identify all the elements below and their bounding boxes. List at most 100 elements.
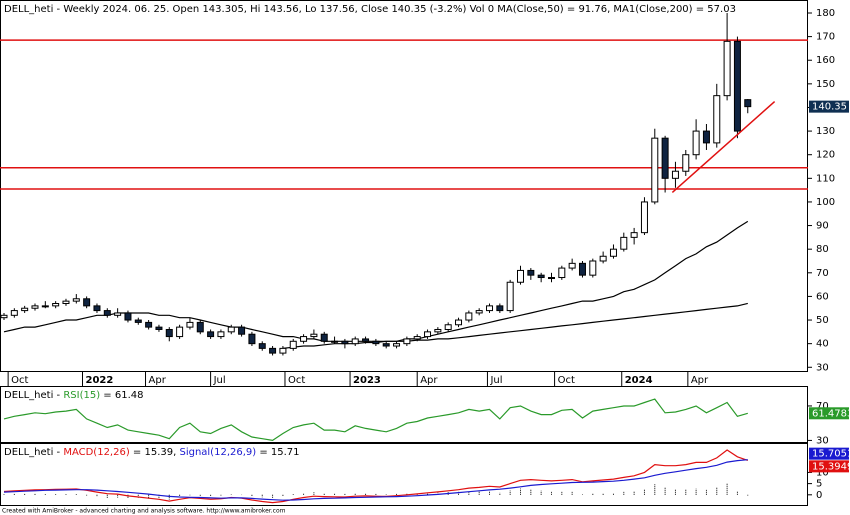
y-tick-label: 10 xyxy=(816,467,829,478)
candle-body xyxy=(372,340,380,345)
y-tick-label: 100 xyxy=(816,197,835,208)
candle-body xyxy=(351,338,359,345)
x-tick-label: Oct xyxy=(288,375,305,386)
candle-body xyxy=(186,321,194,328)
y-tick-label: 160 xyxy=(816,55,835,66)
series-line xyxy=(3,398,748,442)
x-tick-label: Apr xyxy=(420,375,438,386)
candle-body xyxy=(155,326,163,330)
candle-body xyxy=(713,95,721,144)
y-tick-label: 150 xyxy=(816,79,835,90)
series-line xyxy=(282,302,748,349)
candle-body xyxy=(547,277,555,280)
y-tick-label: 50 xyxy=(816,315,829,326)
last-value-box xyxy=(809,460,849,473)
x-tick-label: Apr xyxy=(691,375,709,386)
candle-body xyxy=(124,312,132,321)
series-line xyxy=(3,459,748,501)
candle-body xyxy=(403,338,411,345)
candle-body xyxy=(238,326,246,335)
title-part: Signal(12,26,9) xyxy=(179,447,256,458)
candle-body xyxy=(83,298,91,307)
candle-body xyxy=(196,321,204,333)
candle-body xyxy=(692,130,700,156)
candle-body xyxy=(558,267,566,279)
x-tick-label: Jul xyxy=(489,375,502,386)
title-part: = 15.39, xyxy=(130,447,180,458)
candle-body xyxy=(486,305,494,312)
candle-body xyxy=(269,347,277,354)
candle-body xyxy=(733,40,741,132)
series-line xyxy=(3,449,748,504)
candle-body xyxy=(165,328,173,338)
title-part: = 15.71 xyxy=(256,447,299,458)
x-tick-label: 2023 xyxy=(353,375,381,386)
y-tick-label: 130 xyxy=(816,126,835,137)
candle-body xyxy=(41,305,49,308)
candle-body xyxy=(702,130,710,144)
candle-body xyxy=(103,310,111,316)
last-value-box xyxy=(809,407,849,420)
candle-body xyxy=(393,343,401,347)
candle-body xyxy=(744,99,752,108)
candle-body xyxy=(0,314,8,319)
candle-body xyxy=(537,274,545,279)
candle-body xyxy=(651,137,659,203)
price-panel xyxy=(0,0,808,372)
last-value-box xyxy=(809,100,849,113)
candle-body xyxy=(671,170,679,179)
candle-body xyxy=(599,255,607,262)
candle-body xyxy=(620,236,628,250)
x-tick-label: Oct xyxy=(558,375,575,386)
x-tick-label: 2022 xyxy=(86,375,114,386)
trend-line xyxy=(671,101,776,194)
candle-body xyxy=(424,331,432,338)
candle-body xyxy=(289,340,297,349)
candle-body xyxy=(52,303,60,307)
candle-body xyxy=(300,336,308,342)
panel-title: DELL_heti - RSI(15) = 61.48 xyxy=(4,390,143,401)
candle-body xyxy=(362,338,370,342)
candle-body xyxy=(310,333,318,338)
candle-body xyxy=(227,326,235,333)
title-part: RSI(15) xyxy=(63,390,100,401)
candle-body xyxy=(465,312,473,321)
candle-body xyxy=(62,300,70,305)
candle-body xyxy=(217,331,225,338)
candle-body xyxy=(609,248,617,257)
credit: Created with AmiBroker - advanced charti… xyxy=(2,508,286,515)
candle-body xyxy=(114,312,122,316)
candle-body xyxy=(578,262,586,276)
title-part: = 61.48 xyxy=(100,390,143,401)
last-value-label: 15.3949 xyxy=(812,461,850,472)
y-tick-label: 30 xyxy=(816,435,829,446)
candle-body xyxy=(382,343,390,347)
candle-body xyxy=(145,321,153,328)
candle-body xyxy=(10,310,18,316)
candle-body xyxy=(661,137,669,179)
candle-body xyxy=(517,269,524,283)
x-tick-label: Apr xyxy=(149,375,167,386)
candle-body xyxy=(630,232,638,238)
y-tick-label: 120 xyxy=(816,150,835,161)
candle-body xyxy=(31,305,39,309)
candle-body xyxy=(279,347,287,354)
candle-body xyxy=(413,336,421,340)
candle-body xyxy=(72,298,80,302)
candle-body xyxy=(93,305,101,312)
candle-body xyxy=(258,343,266,349)
last-value-label: 140.35 xyxy=(812,102,847,113)
candle-body xyxy=(475,310,483,314)
y-tick-label: 70 xyxy=(816,401,829,412)
candle-body xyxy=(723,40,731,97)
series-line xyxy=(3,220,749,342)
title-part: MACD(12,26) xyxy=(63,447,130,458)
panel-title: DELL_heti - MACD(12,26) = 15.39, Signal(… xyxy=(4,447,300,458)
macd-panel xyxy=(0,443,808,506)
candle-body xyxy=(640,201,648,234)
last-value-box xyxy=(809,447,849,460)
candle-body xyxy=(207,331,215,338)
candle-body xyxy=(527,269,535,276)
